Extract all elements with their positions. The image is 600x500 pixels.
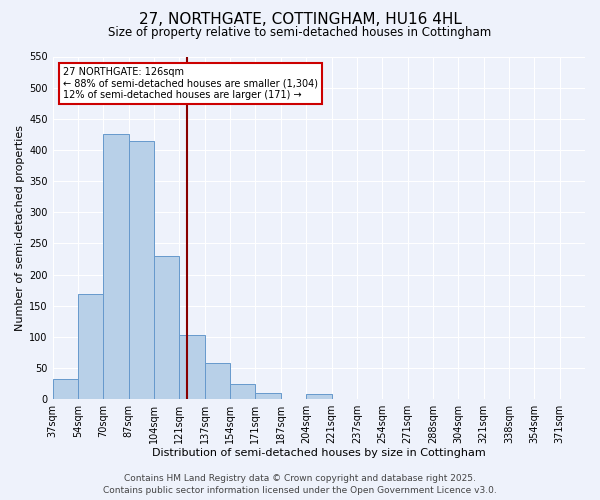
- X-axis label: Distribution of semi-detached houses by size in Cottingham: Distribution of semi-detached houses by …: [152, 448, 486, 458]
- Y-axis label: Number of semi-detached properties: Number of semi-detached properties: [15, 125, 25, 331]
- Bar: [154, 256, 179, 399]
- Bar: [179, 335, 205, 399]
- Bar: [129, 140, 154, 399]
- Bar: [103, 134, 129, 399]
- Text: Size of property relative to semi-detached houses in Cottingham: Size of property relative to semi-detach…: [109, 26, 491, 39]
- Bar: [205, 363, 230, 399]
- Bar: [78, 294, 103, 399]
- Text: 27 NORTHGATE: 126sqm
← 88% of semi-detached houses are smaller (1,304)
12% of se: 27 NORTHGATE: 126sqm ← 88% of semi-detac…: [63, 67, 318, 100]
- Bar: [53, 378, 78, 399]
- Bar: [306, 394, 332, 399]
- Bar: [256, 393, 281, 399]
- Bar: [230, 384, 256, 399]
- Text: 27, NORTHGATE, COTTINGHAM, HU16 4HL: 27, NORTHGATE, COTTINGHAM, HU16 4HL: [139, 12, 461, 28]
- Text: Contains HM Land Registry data © Crown copyright and database right 2025.
Contai: Contains HM Land Registry data © Crown c…: [103, 474, 497, 495]
